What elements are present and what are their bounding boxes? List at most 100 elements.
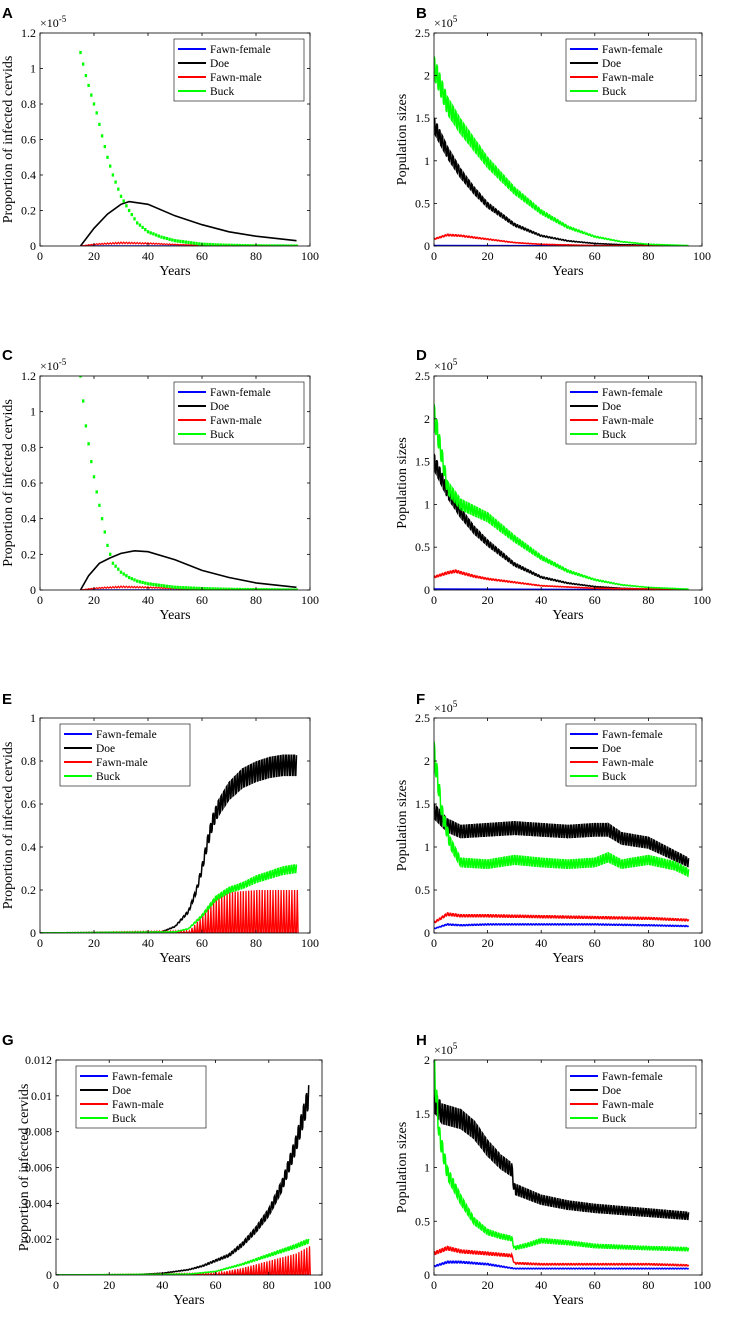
series-fawn-female xyxy=(434,924,689,929)
series-buck-point xyxy=(131,213,133,216)
series-buck-point xyxy=(241,588,243,591)
series-buck-point xyxy=(133,578,135,581)
series-buck-point xyxy=(82,63,84,66)
legend-label: Fawn-male xyxy=(210,415,262,427)
x-tick-label: 60 xyxy=(196,249,208,263)
legend-label: Fawn-female xyxy=(96,729,157,741)
series-buck-point xyxy=(125,204,127,207)
y-tick-label: 1 xyxy=(424,840,430,854)
axis-exponent-power: 5 xyxy=(453,699,458,709)
series-buck-point xyxy=(120,195,122,198)
series-buck-point xyxy=(155,583,157,586)
y-axis-label: Proportion of infected cervids xyxy=(1,742,16,910)
series-doe-line xyxy=(81,202,297,246)
x-tick-label: 20 xyxy=(482,249,494,263)
x-tick-label: 0 xyxy=(37,249,43,263)
legend-label: Buck xyxy=(210,429,235,441)
y-tick-label: 2.5 xyxy=(415,26,430,40)
axis-exponent-base: ×10 xyxy=(434,359,453,373)
legend-label: Fawn-male xyxy=(112,1099,164,1111)
series-buck-point xyxy=(128,209,130,212)
y-tick-label: 0.01 xyxy=(31,1089,52,1103)
x-tick-label: 20 xyxy=(88,249,100,263)
legend-label: Fawn-female xyxy=(112,1071,173,1083)
legend-label: Fawn-male xyxy=(602,757,654,769)
x-axis-label: Years xyxy=(159,608,190,623)
y-axis-label: Population sizes xyxy=(395,780,410,871)
y-tick-label: 0.5 xyxy=(415,540,430,554)
series-buck-point xyxy=(125,574,127,577)
y-tick-label: 0.5 xyxy=(415,1214,430,1228)
x-tick-label: 60 xyxy=(589,1278,601,1292)
y-tick-label: 1 xyxy=(424,154,430,168)
series-buck-point xyxy=(177,586,179,589)
panel-label: B xyxy=(416,5,427,22)
axis-exponent-power: 5 xyxy=(453,1041,458,1051)
x-axis-label: Years xyxy=(159,951,190,966)
series-buck-point xyxy=(166,237,168,240)
series-buck-point xyxy=(193,242,195,245)
series-buck-point xyxy=(198,587,200,590)
legend-label: Fawn-male xyxy=(602,1099,654,1111)
x-tick-label: 80 xyxy=(642,936,654,950)
x-tick-label: 40 xyxy=(142,936,154,950)
legend-label: Doe xyxy=(602,743,621,755)
series-buck-point xyxy=(93,102,95,105)
x-tick-label: 60 xyxy=(196,593,208,607)
axis-exponent-base: ×10 xyxy=(434,16,453,30)
x-tick-label: 80 xyxy=(250,936,262,950)
y-tick-label: 0 xyxy=(46,1268,52,1282)
series-buck-point xyxy=(112,562,114,565)
y-tick-label: 2 xyxy=(424,412,430,426)
series-buck-point xyxy=(139,224,141,227)
series-buck-point xyxy=(90,94,92,97)
legend-label: Fawn-male xyxy=(602,415,654,427)
legend-label: Doe xyxy=(210,58,229,70)
series-buck-point xyxy=(96,490,98,493)
series-buck-point xyxy=(187,241,189,244)
axis-exponent-power: -5 xyxy=(59,357,67,367)
x-tick-label: 100 xyxy=(301,936,319,950)
x-tick-label: 80 xyxy=(250,249,262,263)
legend-label: Doe xyxy=(96,743,115,755)
series-buck-point xyxy=(106,544,108,547)
series-buck-point xyxy=(98,504,100,507)
series-buck-point xyxy=(98,123,100,126)
y-axis-label: Population sizes xyxy=(395,94,410,185)
legend-label: Buck xyxy=(96,771,121,783)
axis-exponent-power: 5 xyxy=(453,357,458,367)
series-buck-point xyxy=(85,74,87,77)
x-tick-label: 40 xyxy=(535,1278,547,1292)
legend-label: Fawn-female xyxy=(602,44,663,56)
series-buck-point xyxy=(185,241,187,244)
y-tick-label: 0 xyxy=(424,926,430,940)
y-tick-label: 0 xyxy=(30,583,36,597)
series-buck xyxy=(56,1239,309,1275)
series-buck-point xyxy=(147,582,149,585)
series-buck-point xyxy=(174,239,176,242)
series-buck-point xyxy=(144,582,146,585)
x-tick-label: 0 xyxy=(37,593,43,607)
axis-exponent-power: 5 xyxy=(453,14,458,24)
x-tick-label: 40 xyxy=(156,1278,168,1292)
series-buck-point xyxy=(144,228,146,231)
series-buck-point xyxy=(185,586,187,589)
y-axis-label: Population sizes xyxy=(395,437,410,528)
y-tick-label: 0.6 xyxy=(21,476,36,490)
series-buck-point xyxy=(193,587,195,590)
series-buck-point xyxy=(166,585,168,588)
axis-exponent-base: ×10 xyxy=(40,16,59,30)
series-buck-point xyxy=(190,241,192,244)
axis-exponent-power: -5 xyxy=(59,14,67,24)
y-tick-label: 0.6 xyxy=(21,133,36,147)
series-buck-point xyxy=(141,226,143,229)
legend-label: Buck xyxy=(112,1113,137,1125)
y-tick-label: 0.5 xyxy=(415,196,430,210)
